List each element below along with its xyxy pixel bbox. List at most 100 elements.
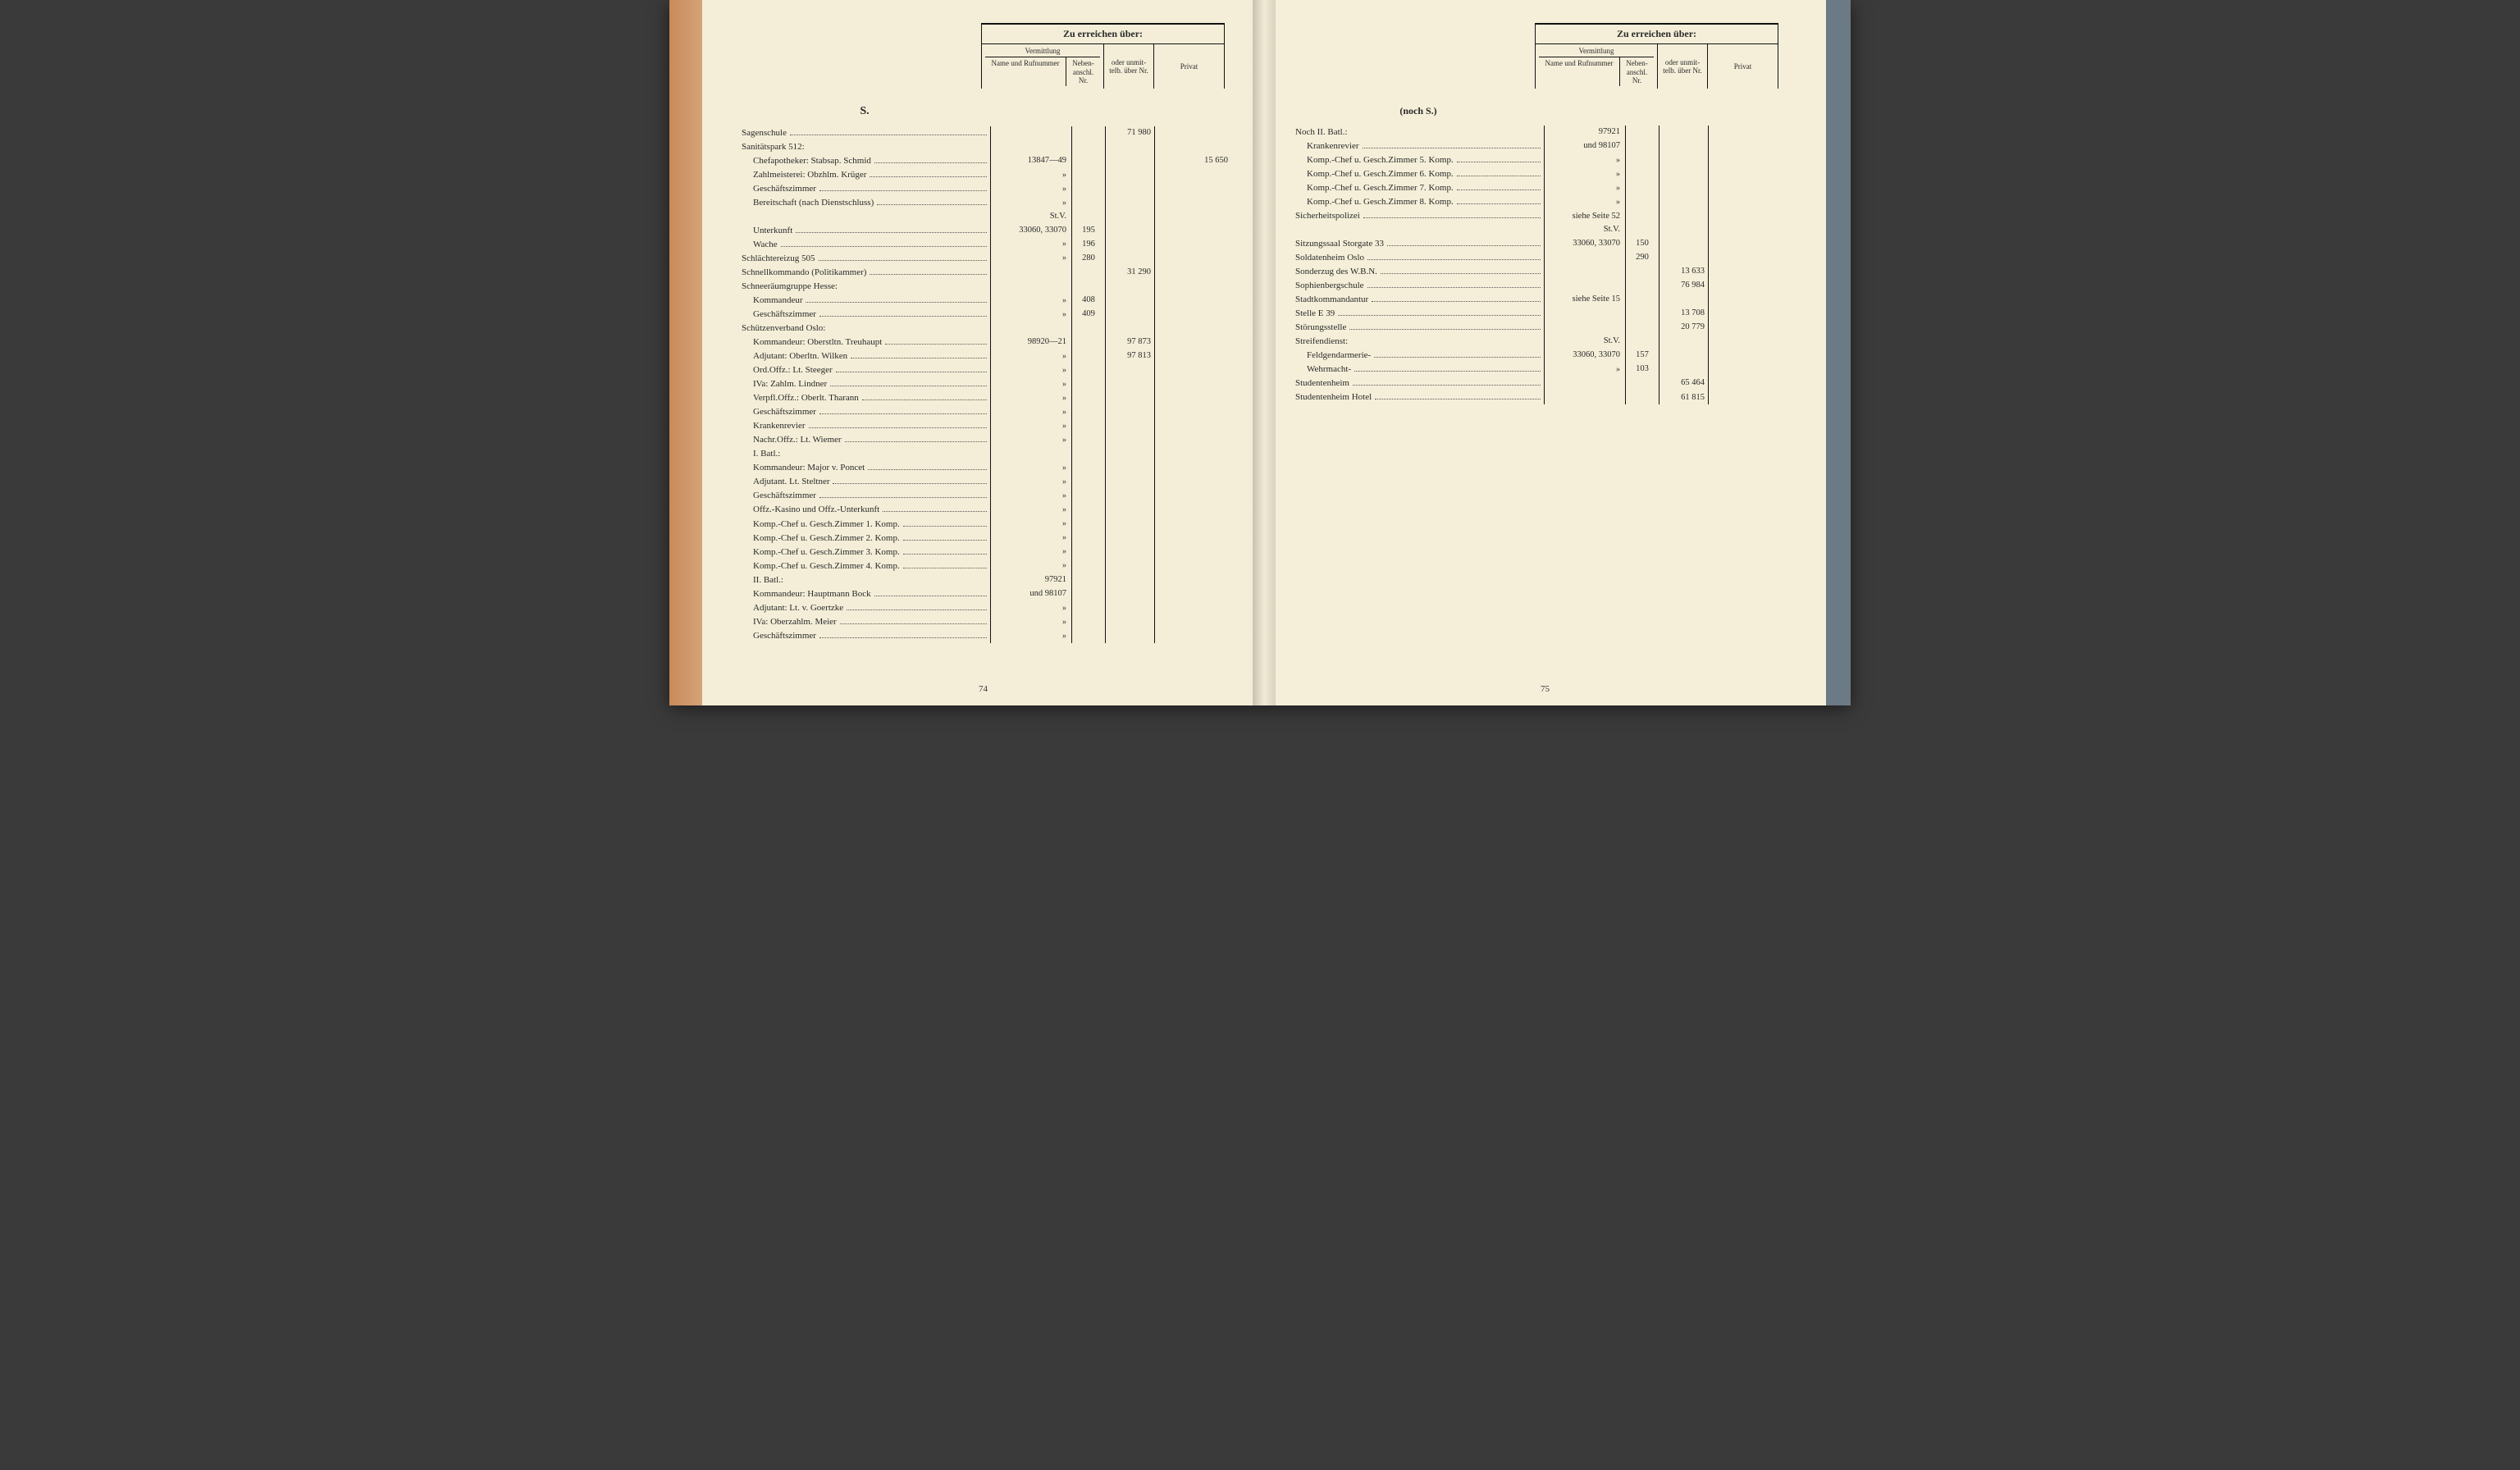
entry-label: Kommandeur: Oberstltn. Treuhaupt (742, 336, 882, 349)
col-name-rufnummer: » (1545, 363, 1625, 377)
col-oder-nr (1105, 322, 1154, 336)
col-privat (1708, 126, 1787, 139)
col-name-rufnummer: St.V. (1545, 223, 1625, 236)
col-privat (1154, 196, 1233, 210)
value-columns: 290 (1544, 251, 1787, 265)
value-columns (990, 447, 1233, 461)
dot-leader (903, 518, 987, 527)
col-oder-nr (1105, 238, 1154, 252)
entry-label: II. Batl.: (742, 573, 783, 587)
dot-leader (903, 532, 987, 541)
col-nebenanschluss (1625, 321, 1659, 335)
col-privat (1708, 307, 1787, 321)
entry-label: Schnellkommando (Politikammer) (742, 266, 866, 280)
col-privat (1154, 546, 1233, 559)
dot-leader (870, 169, 987, 177)
directory-row: Schneeräumgruppe Hesse: (742, 280, 1233, 294)
col-privat (1154, 503, 1233, 517)
col-oder-nr: 76 984 (1659, 279, 1708, 293)
entry-label: Noch II. Batl.: (1295, 126, 1348, 139)
col-oder-nr (1105, 210, 1154, 223)
directory-row: Krankenrevier» (742, 419, 1233, 433)
col-privat (1154, 391, 1233, 405)
dot-leader (809, 420, 987, 428)
col-oder-nr (1105, 308, 1154, 322)
value-columns: 13 708 (1544, 307, 1787, 321)
directory-row: Komp.-Chef u. Gesch.Zimmer 8. Komp.» (1295, 195, 1787, 209)
value-columns: 97921 (1544, 126, 1787, 139)
col-oder-nr (1659, 126, 1708, 139)
col-nebenanschluss (1071, 168, 1105, 182)
cover-edge-right (1826, 0, 1851, 705)
entry-label: Komp.-Chef u. Gesch.Zimmer 5. Komp. (1295, 153, 1454, 167)
entry-label: IVa: Zahlm. Lindner (742, 377, 827, 391)
value-columns: » (990, 601, 1233, 615)
col-oder-nr (1659, 153, 1708, 167)
col-oder-nr (1105, 280, 1154, 294)
col-name-rufnummer: » (991, 420, 1071, 433)
value-columns: » (990, 405, 1233, 419)
col-oder-nr (1105, 419, 1154, 433)
col-nebenanschluss (1071, 363, 1105, 377)
gutter-shadow (1264, 0, 1276, 705)
col-privat (1708, 167, 1787, 181)
col-nebenanschluss: 195 (1071, 224, 1105, 238)
entry-label: Stelle E 39 (1295, 307, 1335, 321)
dot-leader (877, 197, 987, 205)
col-privat: 15 650 (1154, 154, 1233, 168)
directory-row: Stelle E 39 13 708 (1295, 307, 1787, 321)
dot-leader (862, 392, 987, 400)
col-privat (1154, 238, 1233, 252)
col-name-rufnummer: » (991, 378, 1071, 391)
col-oder-nr: 20 779 (1659, 321, 1708, 335)
col-nebenanschluss (1071, 447, 1105, 461)
col-nebenanschluss (1071, 336, 1105, 349)
dot-leader (874, 155, 987, 163)
dot-leader (1372, 294, 1541, 302)
col-name-rufnummer: 97921 (1545, 126, 1625, 139)
col-nebenanschluss (1625, 153, 1659, 167)
dot-leader (1367, 280, 1541, 288)
col-name-rufnummer: siehe Seite 52 (1545, 210, 1625, 223)
directory-row: IVa: Oberzahlm. Meier » (742, 615, 1233, 629)
dot-leader (836, 364, 987, 372)
directory-row: Kommandeur: Oberstltn. Treuhaupt98920—21… (742, 336, 1233, 349)
col-privat (1154, 210, 1233, 223)
value-columns: 13 633 (1544, 265, 1787, 279)
entry-label: IVa: Oberzahlm. Meier (742, 615, 837, 629)
col-name-rufnummer: 33060, 33070 (1545, 349, 1625, 362)
page-left: Zu erreichen über: Vermittlung Name und … (702, 0, 1264, 705)
col-oder-nr (1105, 546, 1154, 559)
col-privat (1708, 237, 1787, 251)
value-columns: 76 984 (1544, 279, 1787, 293)
col-nebenanschluss (1071, 182, 1105, 196)
entry-label: Feldgendarmerie- (1295, 349, 1371, 363)
dot-leader (903, 546, 987, 555)
entry-label: Sitzungssaal Storgate 33 (1295, 237, 1384, 251)
dot-leader (819, 183, 987, 191)
col-oder-nr (1105, 377, 1154, 391)
value-columns: » (990, 503, 1233, 517)
col-oder-nr: 97 813 (1105, 349, 1154, 363)
dot-leader (1374, 349, 1541, 358)
dot-leader (845, 434, 987, 442)
col-privat (1708, 390, 1787, 404)
col-oder-nr (1105, 391, 1154, 405)
col-privat (1708, 363, 1787, 377)
dot-leader (1299, 223, 1541, 231)
col-oder-nr (1659, 293, 1708, 307)
col-name-rufnummer: » (991, 294, 1071, 308)
col-nebenanschluss (1625, 209, 1659, 223)
value-columns: 61 815 (1544, 390, 1787, 404)
dot-leader (1353, 377, 1541, 386)
col-name-rufnummer: » (1545, 168, 1625, 181)
value-columns: »409 (990, 308, 1233, 322)
col-nebenanschluss (1071, 629, 1105, 643)
col-name-rufnummer: » (991, 462, 1071, 475)
col-oder-nr: 65 464 (1659, 377, 1708, 390)
col-oder-nr (1659, 223, 1708, 236)
directory-row: Kommandeur»408 (742, 294, 1233, 308)
col-name-rufnummer: » (991, 616, 1071, 629)
col-privat (1154, 615, 1233, 629)
directory-row: Adjutant: Oberltn. Wilken»97 813 (742, 349, 1233, 363)
